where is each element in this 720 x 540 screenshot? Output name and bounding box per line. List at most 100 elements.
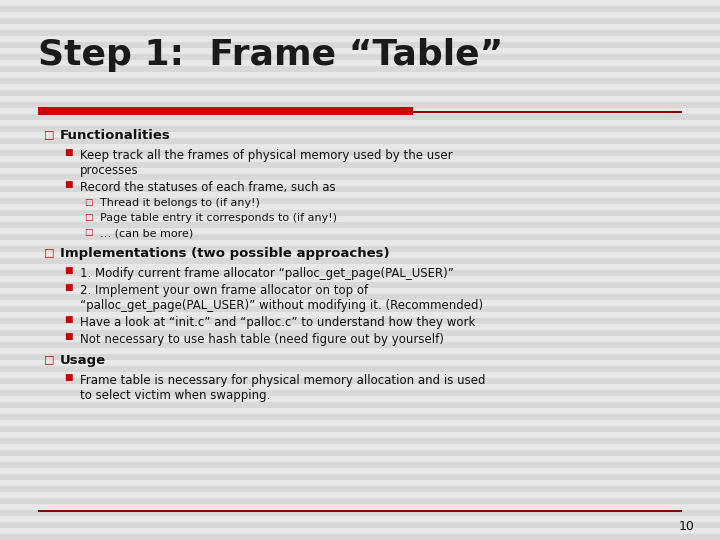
Text: “palloc_get_page(PAL_USER)” without modifying it. (Recommended): “palloc_get_page(PAL_USER)” without modi… [80, 299, 483, 312]
Bar [0, 66, 720, 72]
Text: Step 1:  Frame “Table”: Step 1: Frame “Table” [38, 38, 503, 72]
Bar [0, 330, 720, 336]
Bar [0, 162, 720, 168]
Bar [0, 276, 720, 282]
Text: processes: processes [80, 164, 139, 177]
Bar [0, 90, 720, 96]
Bar [0, 528, 720, 534]
Bar [0, 408, 720, 414]
Bar [0, 60, 720, 66]
Bar [0, 54, 720, 60]
Bar [0, 252, 720, 258]
Bar [0, 348, 720, 354]
Bar [0, 132, 720, 138]
Bar [0, 156, 720, 162]
Bar [0, 186, 720, 192]
Bar [0, 42, 720, 48]
Text: ■: ■ [64, 148, 73, 157]
Bar [0, 126, 720, 132]
Bar [0, 30, 720, 36]
Bar [0, 216, 720, 222]
Bar [0, 498, 720, 504]
Text: Record the statuses of each frame, such as: Record the statuses of each frame, such … [80, 181, 336, 194]
Text: ■: ■ [64, 373, 73, 382]
Text: □: □ [84, 228, 92, 237]
Bar [0, 366, 720, 372]
Bar [0, 360, 720, 366]
Bar [0, 444, 720, 450]
Bar [38, 107, 413, 115]
Bar [0, 96, 720, 102]
Bar [0, 402, 720, 408]
Text: Usage: Usage [60, 354, 106, 367]
Text: to select victim when swapping.: to select victim when swapping. [80, 389, 271, 402]
Bar [0, 468, 720, 474]
Bar [0, 282, 720, 288]
Bar [0, 294, 720, 300]
Bar [0, 84, 720, 90]
Bar [0, 378, 720, 384]
Text: ■: ■ [64, 283, 73, 292]
Text: Implementations (two possible approaches): Implementations (two possible approaches… [60, 247, 390, 260]
Bar [0, 354, 720, 360]
Text: □: □ [84, 198, 92, 207]
Text: Thread it belongs to (if any!): Thread it belongs to (if any!) [100, 198, 260, 208]
Text: … (can be more): … (can be more) [100, 228, 193, 238]
Bar [0, 450, 720, 456]
Bar [0, 72, 720, 78]
Bar [0, 192, 720, 198]
Text: □: □ [44, 354, 55, 364]
Bar [0, 336, 720, 342]
Bar [0, 78, 720, 84]
Bar [0, 270, 720, 276]
Bar [0, 222, 720, 228]
Bar [0, 246, 720, 252]
Bar [0, 324, 720, 330]
Text: ■: ■ [64, 180, 73, 189]
Bar [0, 264, 720, 270]
Bar [38, 510, 682, 512]
Text: Functionalities: Functionalities [60, 129, 171, 142]
Bar [0, 456, 720, 462]
Text: ■: ■ [64, 266, 73, 275]
Bar [0, 396, 720, 402]
Bar [0, 516, 720, 522]
Bar [0, 492, 720, 498]
Bar [0, 228, 720, 234]
Bar [0, 306, 720, 312]
Bar [0, 300, 720, 306]
Text: □: □ [44, 129, 55, 139]
Bar [0, 180, 720, 186]
Bar [0, 384, 720, 390]
Bar [0, 312, 720, 318]
Bar [0, 426, 720, 432]
Bar [0, 234, 720, 240]
Bar [0, 138, 720, 144]
Bar [0, 174, 720, 180]
Bar [0, 6, 720, 12]
Bar [0, 36, 720, 42]
Bar [0, 372, 720, 378]
Bar [0, 204, 720, 210]
Bar [0, 432, 720, 438]
Bar [0, 510, 720, 516]
Text: Not necessary to use hash table (need figure out by yourself): Not necessary to use hash table (need fi… [80, 333, 444, 346]
Bar [0, 522, 720, 528]
Text: ■: ■ [64, 315, 73, 324]
Bar [0, 108, 720, 114]
Bar [0, 150, 720, 156]
Bar [0, 198, 720, 204]
Bar [0, 480, 720, 486]
Text: Page table entry it corresponds to (if any!): Page table entry it corresponds to (if a… [100, 213, 337, 223]
Bar [0, 24, 720, 30]
Bar [0, 0, 720, 6]
Bar [0, 240, 720, 246]
Bar [0, 462, 720, 468]
Bar [0, 210, 720, 216]
Text: □: □ [84, 213, 92, 222]
Bar [0, 486, 720, 492]
Text: 10: 10 [679, 520, 695, 533]
Bar [0, 120, 720, 126]
Text: 2. Implement your own frame allocator on top of: 2. Implement your own frame allocator on… [80, 284, 368, 297]
Bar [0, 390, 720, 396]
